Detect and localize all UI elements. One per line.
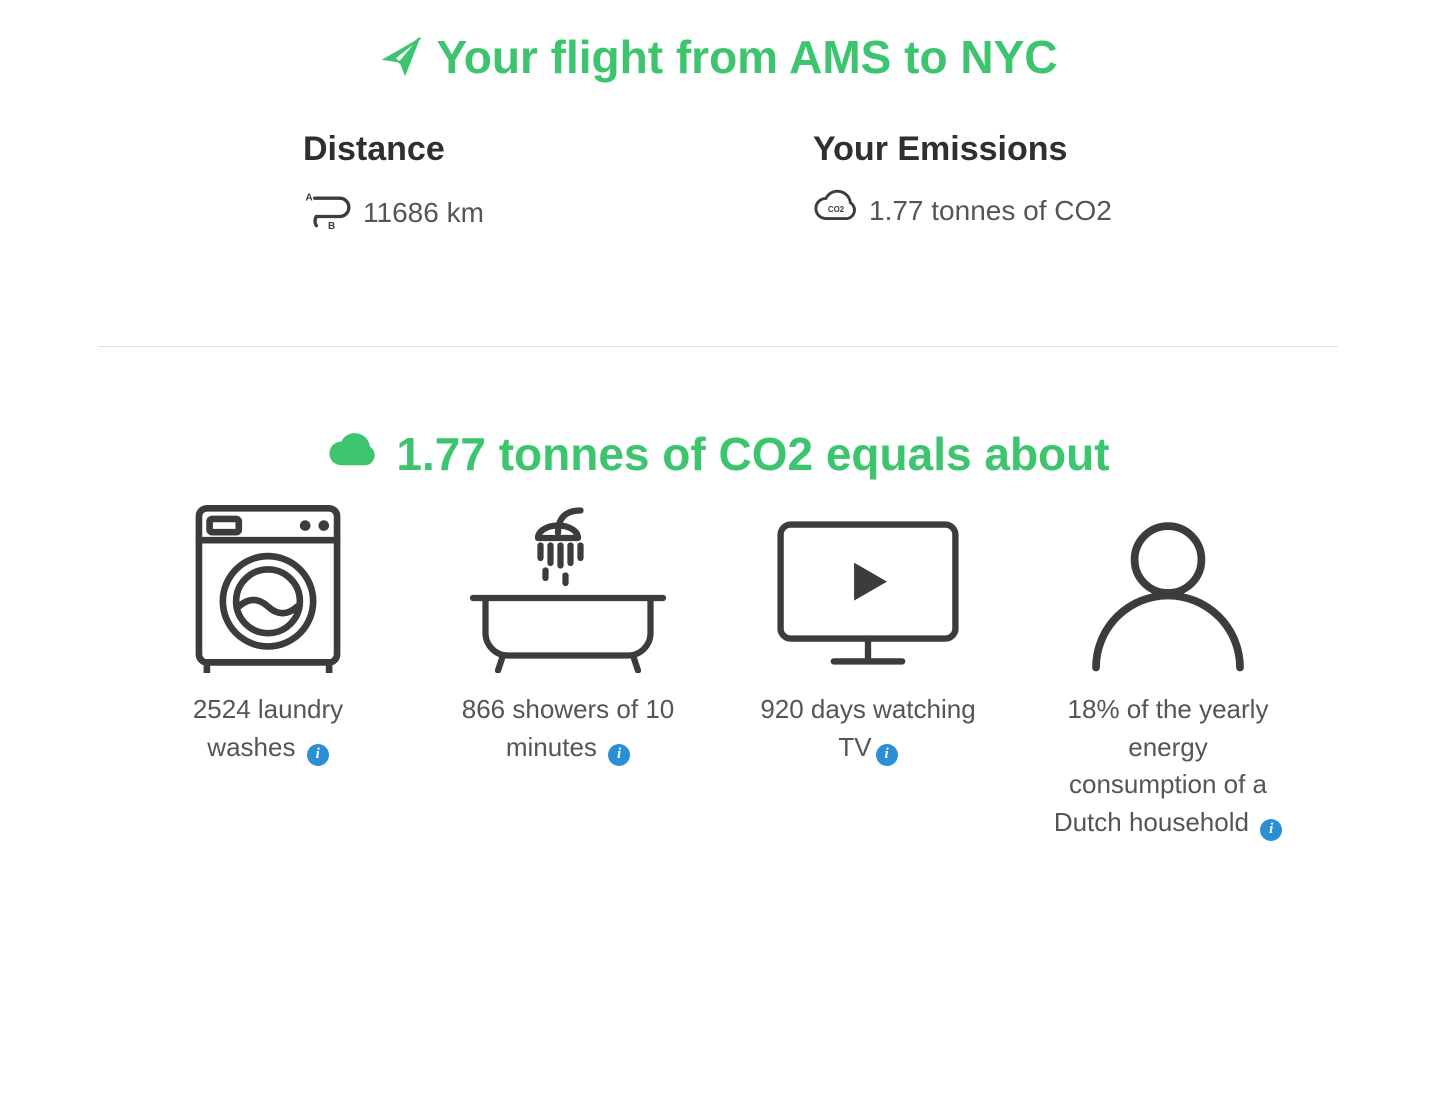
shower-icon — [453, 503, 683, 673]
stats-row: Distance A B 11686 km Your Emissions — [98, 130, 1338, 236]
info-icon[interactable]: i — [876, 744, 898, 766]
info-icon[interactable]: i — [1260, 819, 1282, 841]
stat-emissions: Your Emissions CO2 1.77 tonnes of CO2 — [813, 130, 1133, 236]
svg-text:A: A — [306, 193, 313, 204]
equivalent-text: 2524 laundry washes i — [153, 691, 383, 766]
stat-emissions-value: 1.77 tonnes of CO2 — [869, 195, 1112, 227]
equivalent-card: 18% of the yearly energy consumption of … — [1053, 503, 1283, 842]
info-icon[interactable]: i — [608, 744, 630, 766]
stat-distance: Distance A B 11686 km — [303, 130, 623, 236]
page-title-text: Your flight from AMS to NYC — [437, 30, 1058, 84]
equivalent-text: 18% of the yearly energy consumption of … — [1053, 691, 1283, 842]
equivalent-text-label: 866 showers of 10 minutes — [462, 694, 674, 762]
svg-text:B: B — [328, 221, 335, 229]
equivalent-text: 920 days watching TVi — [753, 691, 983, 766]
equivalent-text-label: 920 days watching TV — [760, 694, 975, 762]
stat-distance-heading: Distance — [303, 130, 623, 169]
equivalent-card: 866 showers of 10 minutes i — [453, 503, 683, 842]
equivalents-row: 2524 laundry washes i — [98, 503, 1338, 842]
equivalent-card: 920 days watching TVi — [753, 503, 983, 842]
route-ab-icon: A B — [303, 189, 353, 236]
equivalent-text: 866 showers of 10 minutes i — [453, 691, 683, 766]
cloud-solid-icon — [326, 427, 380, 481]
equivalent-card: 2524 laundry washes i — [153, 503, 383, 842]
stat-emissions-heading: Your Emissions — [813, 130, 1133, 169]
page-title: Your flight from AMS to NYC — [98, 30, 1338, 84]
equivalents-heading-text: 1.77 tonnes of CO2 equals about — [396, 427, 1109, 481]
washing-machine-icon — [153, 503, 383, 673]
cloud-co2-icon: CO2 — [813, 189, 859, 232]
paper-plane-icon — [379, 35, 423, 79]
svg-text:CO2: CO2 — [828, 205, 845, 214]
stat-distance-value: 11686 km — [363, 197, 484, 229]
tv-play-icon — [753, 503, 983, 673]
person-icon — [1053, 503, 1283, 673]
equivalent-text-label: 18% of the yearly energy consumption of … — [1054, 694, 1269, 837]
section-divider — [98, 346, 1338, 347]
info-icon[interactable]: i — [307, 744, 329, 766]
equivalents-heading: 1.77 tonnes of CO2 equals about — [98, 427, 1338, 481]
